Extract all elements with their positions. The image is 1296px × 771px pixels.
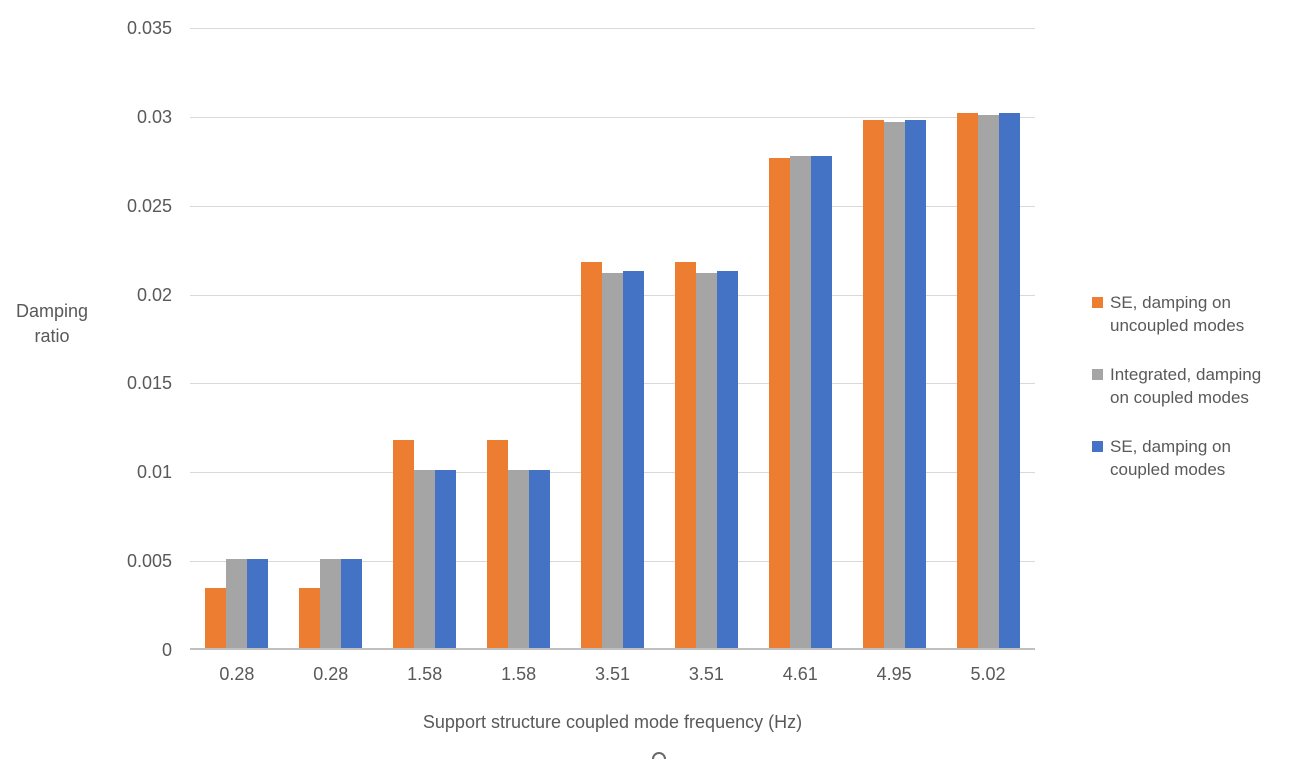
y-tick-label: 0: [161, 640, 172, 660]
bar: [299, 587, 321, 648]
bar: [810, 155, 832, 648]
bar: [205, 587, 227, 648]
bar: [998, 113, 1020, 648]
bar: [904, 120, 926, 648]
bar: [622, 271, 644, 648]
bar: [977, 114, 999, 648]
bar: [320, 559, 342, 648]
legend-label: Integrated, damping on coupled modes: [1110, 365, 1262, 407]
bar-group: [753, 28, 847, 648]
y-axis-title: Damping ratio: [6, 299, 98, 349]
legend-swatch-icon: [1092, 297, 1103, 308]
bar: [226, 559, 248, 648]
bar: [393, 440, 415, 648]
bar-group: [847, 28, 941, 648]
bar: [956, 113, 978, 648]
x-tick-label: 0.28: [219, 664, 255, 684]
x-tick-label: 4.95: [876, 664, 912, 684]
bar: [862, 120, 884, 648]
bar: [529, 470, 551, 648]
legend-label: SE, damping on coupled modes: [1110, 437, 1231, 479]
y-axis-title-line2: ratio: [34, 326, 70, 346]
y-tick-label: 0.01: [136, 462, 172, 483]
x-tick-label: 0.28: [313, 664, 349, 684]
y-tick-label: 0.02: [136, 284, 172, 305]
legend-item: SE, damping on coupled modes: [1092, 435, 1296, 481]
bar: [768, 157, 790, 648]
bar: [695, 273, 717, 648]
bar: [341, 559, 363, 648]
y-tick-label: 0.035: [126, 18, 172, 38]
bar: [716, 271, 738, 648]
bar-group: [566, 28, 660, 648]
y-tick-label: 0.03: [136, 106, 172, 127]
x-tick-label: 3.51: [688, 664, 724, 684]
y-tick-label: 0.005: [126, 551, 172, 572]
bar: [883, 121, 905, 648]
gridline: [190, 116, 1035, 118]
legend-item: Integrated, damping on coupled modes: [1092, 363, 1296, 409]
x-tick-label: 4.61: [782, 664, 818, 684]
bar: [414, 470, 436, 648]
bar: [789, 155, 811, 648]
bar: [601, 273, 623, 648]
plot-area: [190, 28, 1035, 650]
y-tick-label: 0.025: [126, 195, 172, 216]
legend-swatch-icon: [1092, 369, 1103, 380]
x-tick-label: 3.51: [594, 664, 630, 684]
bar: [435, 470, 457, 648]
y-axis-title-line1: Damping: [15, 301, 89, 321]
legend-item: SE, damping on uncoupled modes: [1092, 291, 1296, 337]
x-axis-title: Support structure coupled mode frequency…: [422, 712, 803, 732]
bar-group: [190, 28, 284, 648]
bar-group: [941, 28, 1035, 648]
bar: [580, 262, 602, 648]
gridline: [190, 205, 1035, 207]
y-tick-label: 0.015: [126, 373, 172, 394]
legend-swatch-icon: [1092, 441, 1103, 452]
bar-group: [284, 28, 378, 648]
legend-label: SE, damping on uncoupled modes: [1110, 293, 1245, 335]
bar: [674, 262, 696, 648]
bar-group: [659, 28, 753, 648]
bar-group: [378, 28, 472, 648]
x-tick-label: 1.58: [407, 664, 443, 684]
chart-legend: SE, damping on uncoupled modes Integrated,…: [1092, 291, 1296, 481]
bar: [508, 470, 530, 648]
gridline: [190, 28, 1035, 29]
bar: [487, 440, 509, 648]
bar: [247, 559, 269, 648]
x-tick-label: 5.02: [970, 664, 1006, 684]
cropped-glyph-fragment: [652, 752, 668, 759]
x-tick-label: 1.58: [501, 664, 537, 684]
bar-group: [472, 28, 566, 648]
